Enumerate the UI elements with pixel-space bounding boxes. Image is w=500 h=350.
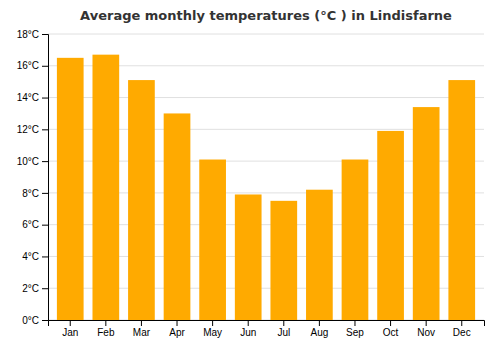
- title: Average monthly temperatures (°C ) in Li…: [80, 8, 452, 23]
- y-tick: 14°C: [17, 92, 48, 103]
- x-axis: Jan Feb Mar Apr May Jun Jul Aug Sep Oct Nov Dec: [49, 320, 485, 338]
- y-axis: 0°C 2°C 4°C 6°C 8°C 10°C 12°C 14°C 16°C 18°C: [17, 29, 49, 326]
- x-tick-label: Oct: [383, 327, 399, 338]
- bar: [377, 131, 404, 320]
- x-tick-mark: [212, 320, 213, 326]
- y-tick-label: 12°C: [17, 124, 39, 135]
- x-tick: Feb: [97, 320, 115, 338]
- x-tick: Sep: [346, 320, 364, 338]
- x-tick-mark: [105, 320, 106, 326]
- bar: [92, 55, 119, 320]
- x-tick-label: Apr: [169, 327, 185, 338]
- x-tick: Dec: [453, 320, 471, 338]
- x-tick: Jan: [62, 320, 78, 338]
- x-tick: Jul: [277, 320, 290, 338]
- y-axis-line: [42, 35, 49, 321]
- y-tick: 6°C: [22, 219, 48, 230]
- x-tick: Aug: [310, 320, 328, 338]
- y-tick: 10°C: [17, 156, 48, 167]
- x-tick-label: Feb: [97, 327, 115, 338]
- x-tick: Nov: [417, 320, 435, 338]
- x-axis-line: [49, 321, 485, 327]
- y-tick: 16°C: [17, 60, 48, 71]
- x-tick-label: Aug: [310, 327, 328, 338]
- x-tick-mark: [461, 320, 462, 326]
- y-tick: 4°C: [22, 251, 48, 262]
- x-tick-mark: [177, 320, 178, 326]
- x-tick-mark: [248, 320, 249, 326]
- x-tick-mark: [426, 320, 427, 326]
- x-tick-label: Jan: [62, 327, 78, 338]
- x-tick-label: Dec: [453, 327, 471, 338]
- y-tick-mark: [42, 161, 48, 162]
- y-tick-label: 18°C: [17, 29, 39, 40]
- y-tick-label: 2°C: [22, 283, 39, 294]
- x-tick: Oct: [383, 320, 399, 338]
- bars: [57, 55, 475, 320]
- x-tick-mark: [283, 320, 284, 326]
- x-tick-mark: [354, 320, 355, 326]
- grid-line: [48, 34, 484, 35]
- chart-container: 0°C 2°C 4°C 6°C 8°C 10°C 12°C 14°C 16°C 18°C Jan Fe…: [0, 0, 500, 350]
- x-tick: May: [203, 320, 222, 338]
- y-tick-mark: [42, 256, 48, 257]
- bar: [342, 160, 369, 320]
- x-tick-label: Sep: [346, 327, 364, 338]
- y-tick: 8°C: [22, 188, 48, 199]
- plot: 0°C 2°C 4°C 6°C 8°C 10°C 12°C 14°C 16°C 18°C Jan Fe…: [17, 29, 485, 338]
- x-tick-mark: [70, 320, 71, 326]
- bar: [199, 160, 226, 320]
- chart-svg: 0°C 2°C 4°C 6°C 8°C 10°C 12°C 14°C 16°C 18°C Jan Fe…: [0, 0, 500, 350]
- x-tick-mark: [390, 320, 391, 326]
- x-tick-label: May: [203, 327, 222, 338]
- y-tick-mark: [42, 193, 48, 194]
- bar: [164, 113, 191, 320]
- x-tick-label: Jul: [277, 327, 290, 338]
- y-tick: 2°C: [22, 283, 48, 294]
- y-tick: 12°C: [17, 124, 48, 135]
- x-tick: Apr: [169, 320, 185, 338]
- x-tick-mark: [141, 320, 142, 326]
- bar: [306, 190, 333, 320]
- y-tick-mark: [42, 66, 48, 67]
- y-tick-label: 10°C: [17, 156, 39, 167]
- x-tick-label: Mar: [133, 327, 151, 338]
- grid: [48, 34, 484, 320]
- y-tick-label: 0°C: [22, 315, 39, 326]
- bar: [235, 194, 262, 320]
- x-tick-mark: [319, 320, 320, 326]
- y-tick: 18°C: [17, 29, 48, 40]
- y-tick-mark: [42, 225, 48, 226]
- x-tick-label: Nov: [417, 327, 435, 338]
- bar: [448, 80, 475, 320]
- y-tick-mark: [42, 129, 48, 130]
- bar: [270, 201, 297, 320]
- y-tick-label: 6°C: [22, 219, 39, 230]
- y-tick: 0°C: [22, 315, 48, 326]
- bar: [128, 80, 155, 320]
- x-tick-label: Jun: [240, 327, 256, 338]
- x-tick: Mar: [133, 320, 151, 338]
- y-tick-label: 14°C: [17, 92, 39, 103]
- y-tick-mark: [42, 34, 48, 35]
- y-tick-mark: [42, 320, 48, 321]
- bar: [413, 107, 440, 320]
- x-tick: Jun: [240, 320, 256, 338]
- y-tick-label: 4°C: [22, 251, 39, 262]
- bar: [57, 58, 84, 320]
- y-tick-mark: [42, 98, 48, 99]
- y-tick-label: 8°C: [22, 188, 39, 199]
- y-tick-mark: [42, 288, 48, 289]
- y-tick-label: 16°C: [17, 60, 39, 71]
